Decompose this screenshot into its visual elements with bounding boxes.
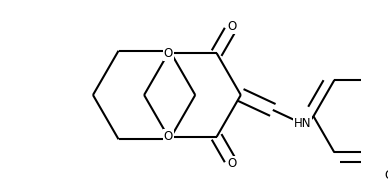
Text: O: O [164, 130, 173, 143]
Text: O: O [164, 47, 173, 60]
Text: HN: HN [294, 117, 311, 130]
Text: O: O [385, 169, 388, 181]
Text: O: O [227, 157, 237, 170]
Text: O: O [227, 20, 237, 33]
